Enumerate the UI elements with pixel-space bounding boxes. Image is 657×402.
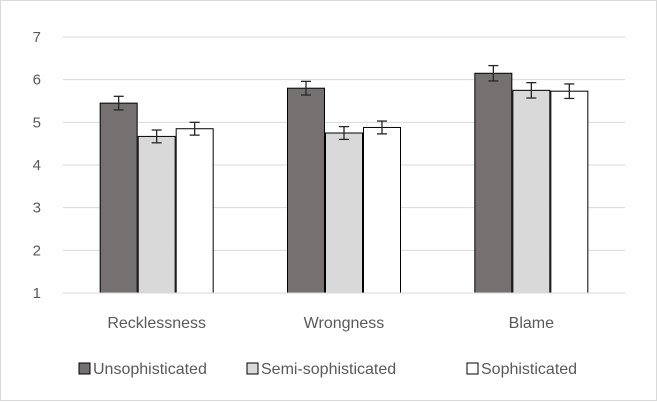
bar bbox=[287, 87, 325, 294]
y-tick-label: 1 bbox=[33, 285, 41, 302]
x-category-label: Blame bbox=[509, 315, 554, 332]
bar bbox=[325, 132, 363, 294]
y-tick-label: 4 bbox=[33, 157, 41, 174]
x-category-label: Wrongness bbox=[304, 315, 385, 332]
legend-label: Sophisticated bbox=[481, 361, 577, 378]
legend-label: Unsophisticated bbox=[93, 361, 207, 378]
y-tick-label: 7 bbox=[33, 29, 41, 46]
legend-swatch bbox=[246, 362, 259, 375]
bar bbox=[175, 128, 214, 294]
bar bbox=[550, 90, 589, 294]
bar bbox=[99, 102, 138, 294]
x-category-label: Recklessness bbox=[107, 315, 206, 332]
legend-label: Semi-sophisticated bbox=[261, 361, 396, 378]
bar bbox=[512, 89, 551, 294]
legend-swatch bbox=[78, 362, 91, 375]
y-tick-label: 5 bbox=[33, 114, 41, 131]
bar bbox=[474, 72, 513, 294]
bar bbox=[137, 135, 176, 294]
y-tick-label: 6 bbox=[33, 72, 41, 89]
bar bbox=[363, 126, 401, 294]
y-tick-label: 2 bbox=[33, 242, 41, 259]
y-tick-label: 3 bbox=[33, 200, 41, 217]
legend-swatch bbox=[466, 362, 479, 375]
